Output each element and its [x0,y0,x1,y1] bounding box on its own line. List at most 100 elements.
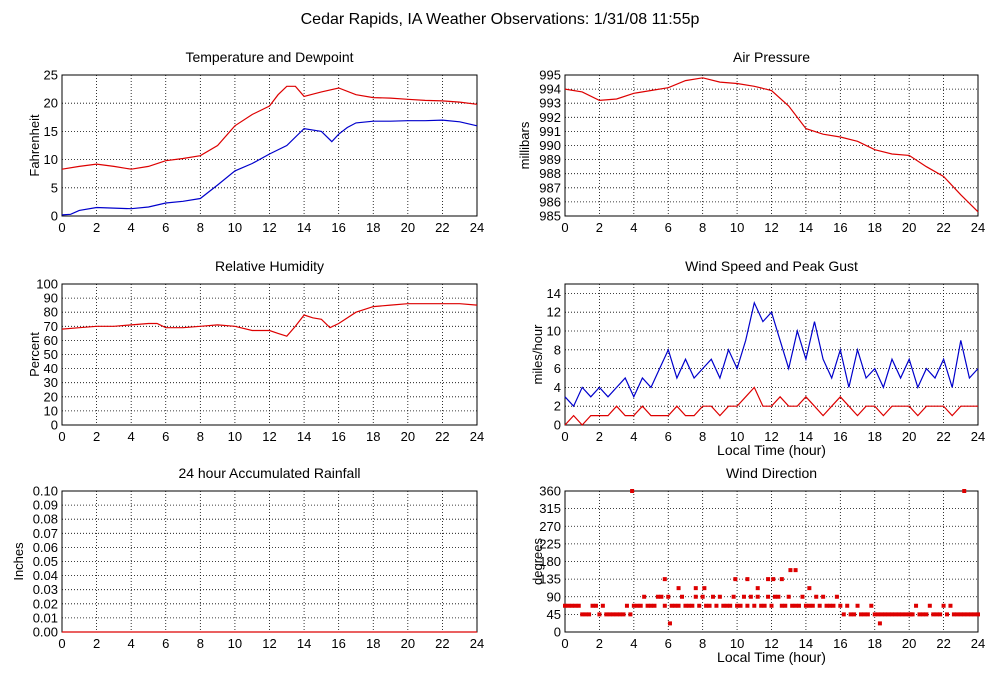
x-tick-label: 16 [331,429,345,444]
data-point [889,612,894,617]
plot-frame [61,74,478,217]
y-axis-label: Inches [11,542,26,581]
data-point [621,612,626,617]
data-point [938,612,943,617]
data-point [590,603,595,608]
data-point [666,594,671,599]
y-tick-label: 90 [547,589,561,604]
data-point [783,603,788,608]
data-point [927,603,932,608]
data-point [914,603,919,608]
y-tick-label: 270 [539,519,561,534]
x-tick-label: 12 [764,636,778,651]
data-point [580,612,585,617]
data-point [845,603,850,608]
data-point [628,612,633,617]
x-tick-label: 2 [596,636,603,651]
data-point [604,612,609,617]
x-axis-label: Local Time (hour) [717,649,826,665]
data-point [731,594,736,599]
data-point [877,621,882,626]
data-point [655,594,660,599]
y-tick-label: 0.10 [33,484,58,499]
x-tick-label: 4 [128,220,135,235]
x-tick-label: 8 [197,220,204,235]
x-tick-label: 24 [971,220,985,235]
y-tick-label: 0.06 [33,540,58,555]
data-point [788,568,793,573]
x-tick-label: 14 [799,220,813,235]
x-tick-label: 4 [630,429,637,444]
data-point [896,612,901,617]
x-tick-label: 6 [665,429,672,444]
x-tick-label: 24 [971,429,985,444]
data-point [817,603,822,608]
y-tick-label: 992 [539,110,561,125]
data-point [766,577,771,582]
data-point [924,612,929,617]
data-point [576,603,581,608]
data-point [741,594,746,599]
series-line-2 [564,386,978,426]
x-tick-label: 20 [401,220,415,235]
y-tick-label: 80 [44,305,58,320]
x-tick-label: 6 [665,636,672,651]
data-point [700,594,705,599]
y-tick-label: 2 [554,399,561,414]
data-point [759,603,764,608]
data-point [735,603,740,608]
x-tick-label: 0 [561,220,568,235]
plot-frame [564,74,979,217]
y-tick-label: 989 [539,152,561,167]
plot-frame [61,283,478,426]
x-tick-label: 14 [799,429,813,444]
x-tick-label: 20 [902,220,916,235]
y-tick-label: 985 [539,209,561,224]
x-tick-label: 0 [58,220,65,235]
data-point [583,612,588,617]
x-tick-label: 20 [401,636,415,651]
chart-title: Relative Humidity [215,258,324,274]
y-tick-label: 0.07 [33,526,58,541]
y-tick-label: 360 [539,484,561,499]
y-tick-label: 993 [539,96,561,111]
data-point [841,612,846,617]
data-point [752,603,757,608]
x-tick-label: 18 [868,429,882,444]
plot-frame [564,283,979,426]
data-point [828,603,833,608]
data-point [945,612,950,617]
data-point [573,603,578,608]
series-line-1 [564,77,979,213]
x-tick-label: 2 [596,220,603,235]
x-tick-label: 10 [228,636,242,651]
x-tick-label: 24 [470,636,484,651]
x-tick-label: 16 [331,220,345,235]
y-tick-label: 8 [554,342,561,357]
x-tick-label: 0 [58,636,65,651]
data-point [614,612,619,617]
series-line-2 [61,119,478,216]
data-point [755,594,760,599]
data-point [810,603,815,608]
y-tick-label: 0.00 [33,625,58,640]
y-tick-label: 100 [36,277,58,292]
data-point [852,612,857,617]
x-tick-label: 16 [833,220,847,235]
x-tick-label: 20 [902,429,916,444]
y-tick-label: 25 [44,68,58,83]
y-tick-label: 994 [539,82,561,97]
data-point [962,489,967,493]
data-point [931,612,936,617]
y-tick-label: 987 [539,180,561,195]
chart-title: Wind Direction [726,465,817,481]
data-point [772,594,777,599]
data-point [824,603,829,608]
x-axis-label: Local Time (hour) [717,442,826,458]
page-title: Cedar Rapids, IA Weather Observations: 1… [301,11,700,28]
data-point [786,594,791,599]
x-tick-label: 2 [93,636,100,651]
y-tick-label: 0.02 [33,596,58,611]
data-point [728,603,733,608]
